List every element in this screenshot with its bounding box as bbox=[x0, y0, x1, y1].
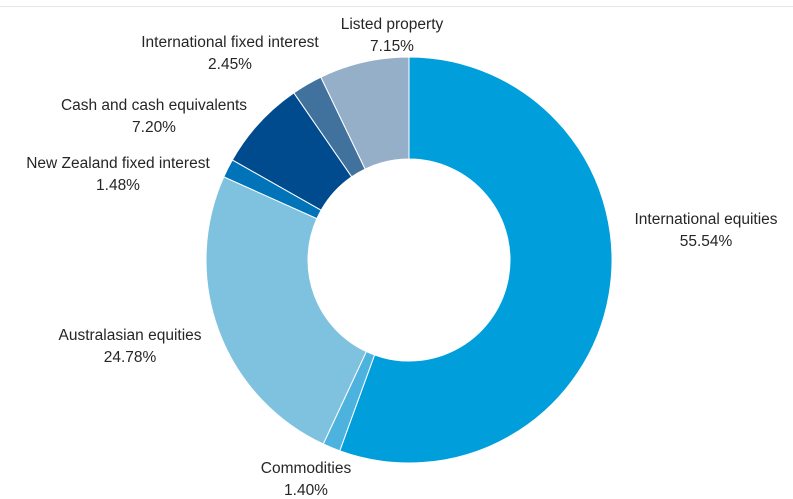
slice-labels: International equities 55.54% Commodities 1… bbox=[26, 16, 778, 499]
slice-label-value: 2.45% bbox=[208, 56, 252, 73]
slice-label-value: 7.20% bbox=[132, 119, 176, 136]
slice-label-value: 24.78% bbox=[104, 349, 157, 366]
top-divider bbox=[0, 6, 793, 7]
slice-label-name: Listed property bbox=[341, 16, 444, 33]
slice-label-name: Australasian equities bbox=[58, 327, 201, 344]
slice-label-value: 1.48% bbox=[96, 177, 140, 194]
donut-slice-international-equities bbox=[339, 56, 613, 464]
slice-label-name: International equities bbox=[634, 211, 777, 228]
slice-label-value: 55.54% bbox=[680, 233, 733, 250]
donut-slices bbox=[205, 56, 613, 464]
slice-label-name: Commodities bbox=[261, 460, 352, 477]
slice-label-value: 7.15% bbox=[370, 38, 414, 55]
slice-label-name: International fixed interest bbox=[141, 34, 319, 51]
donut-slice-listed-property bbox=[320, 56, 410, 170]
slice-label-name: Cash and cash equivalents bbox=[61, 97, 247, 114]
slice-label-name: New Zealand fixed interest bbox=[26, 155, 210, 172]
slice-label-value: 1.40% bbox=[284, 482, 328, 499]
donut-slice-australasian-equities bbox=[205, 176, 368, 445]
donut-hole bbox=[308, 159, 510, 361]
